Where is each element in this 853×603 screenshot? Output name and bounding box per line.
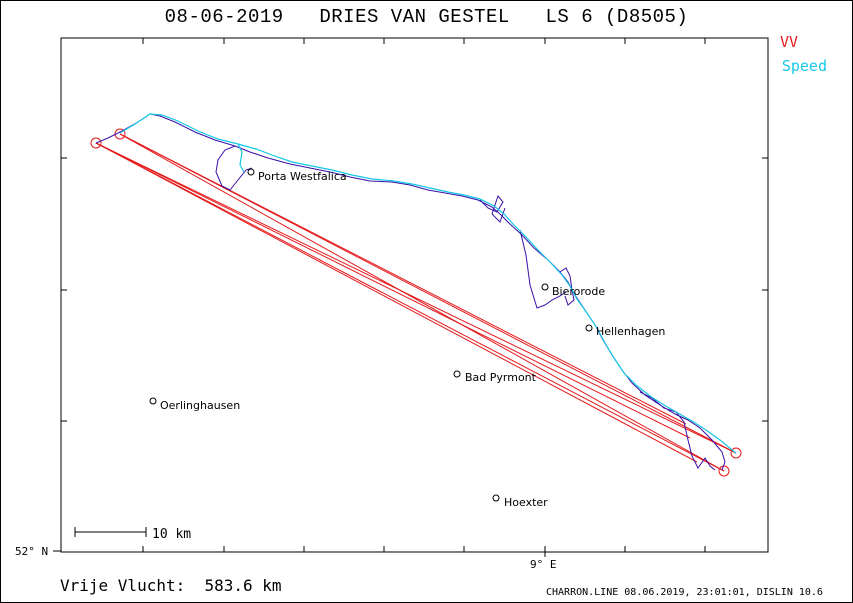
footer-info: CHARRON.LINE 08.06.2019, 23:01:01, DISLI… <box>546 587 823 598</box>
flight-track <box>95 113 726 471</box>
town-label-bierorode: Bierorode <box>552 285 605 298</box>
map-border <box>60 37 769 553</box>
town-label-oerlinghausen: Oerlinghausen <box>160 399 240 412</box>
town-marker-bierorode <box>541 283 549 291</box>
bottom-axis-ticks <box>142 38 706 557</box>
legend-vv: VV <box>779 33 798 51</box>
scale-bar <box>74 527 147 537</box>
town-label-porta-westfalica: Porta Westfalica <box>258 170 347 183</box>
page-title: 08-06-2019 DRIES VAN GESTEL LS 6 (D8505) <box>164 6 689 28</box>
vv-legs <box>95 133 737 472</box>
town-label-hoexter: Hoexter <box>504 496 548 509</box>
town-label-bad-pyrmont: Bad Pyrmont <box>465 371 537 384</box>
free-flight-distance: Vrije Vlucht: 583.6 km <box>60 576 282 595</box>
lon-axis-label: 9° E <box>530 558 557 571</box>
scale-bar-label: 10 km <box>152 527 191 542</box>
town-markers <box>149 168 593 502</box>
legend-speed: Speed <box>781 57 827 75</box>
town-marker-oerlinghausen <box>149 397 157 405</box>
turnpoint-marker-west-1 <box>90 137 102 149</box>
town-marker-hellenhagen <box>585 324 593 332</box>
left-axis-ticks <box>53 157 768 552</box>
turnpoint-marker-east-2 <box>730 447 742 459</box>
town-label-hellenhagen: Hellenhagen <box>596 325 665 338</box>
town-marker-porta-westfalica <box>247 168 255 176</box>
lat-axis-label: 52° N <box>15 545 48 558</box>
speed-track <box>119 113 737 454</box>
town-marker-hoexter <box>492 494 500 502</box>
town-marker-bad-pyrmont <box>453 370 461 378</box>
